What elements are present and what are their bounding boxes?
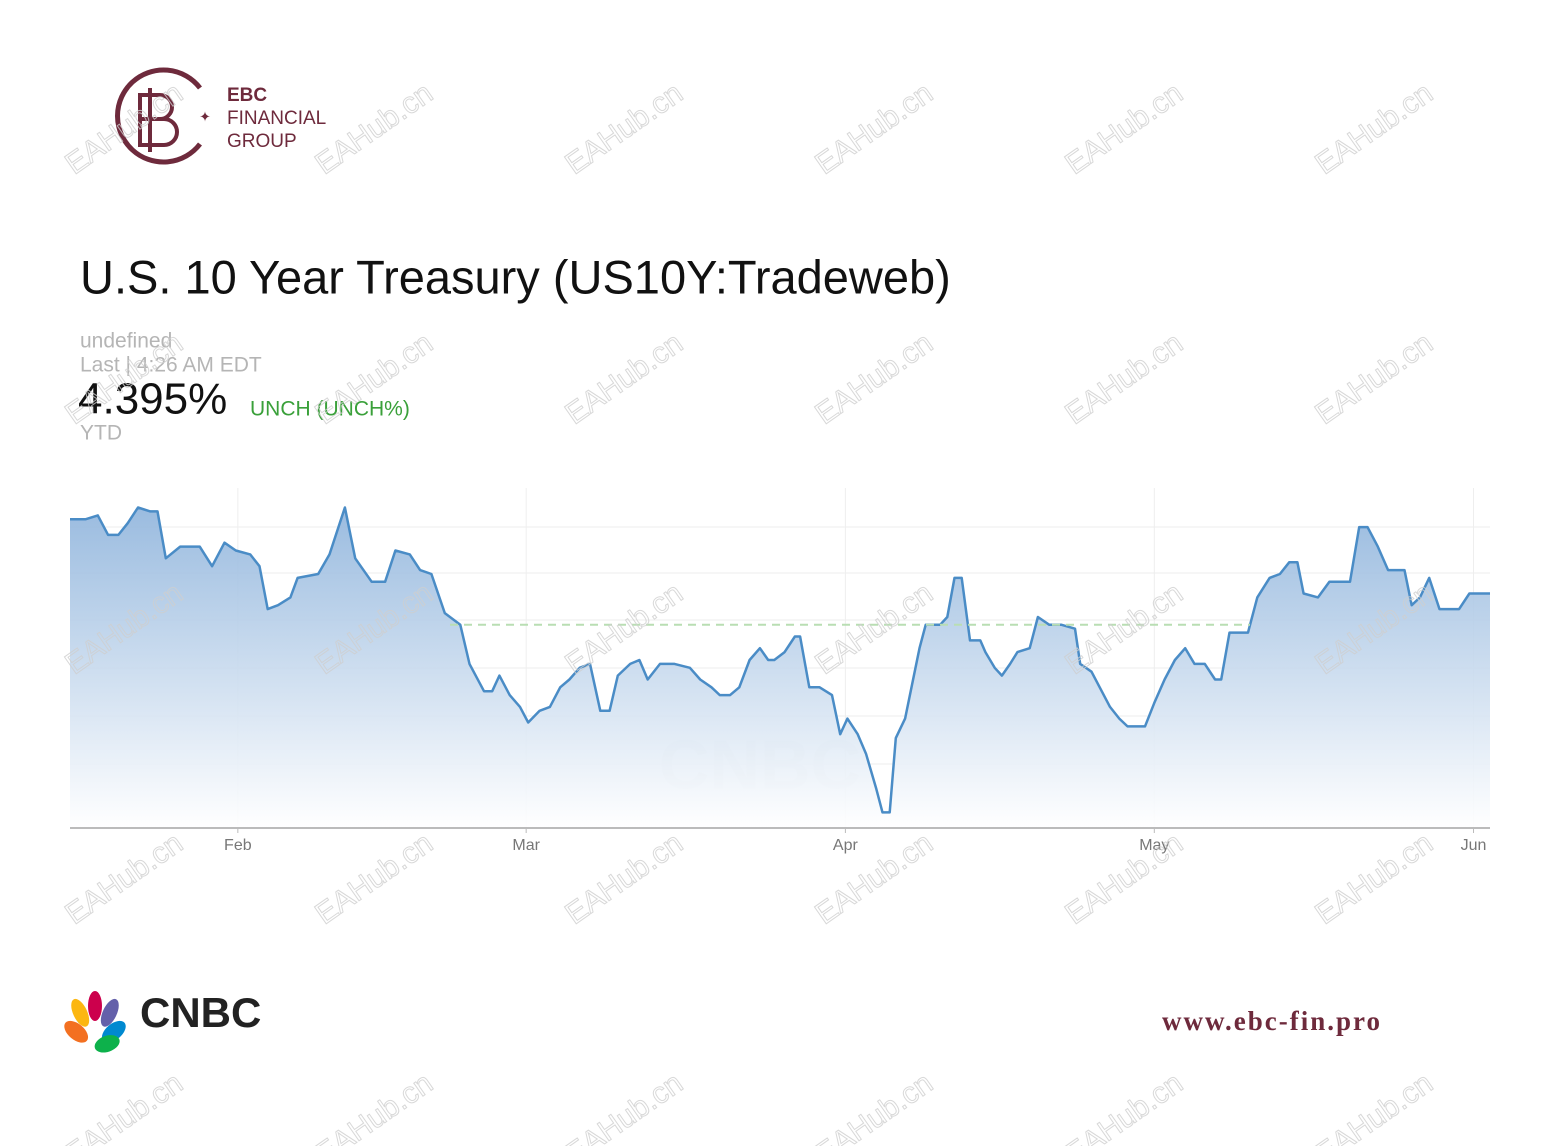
quote-range: YTD [80,422,122,445]
watermark: EAHub.cn [309,826,439,931]
watermark: EAHub.cn [59,1066,189,1146]
quote-time: Last | 4:26 AM EDT [80,354,262,377]
quote-price: 4.395% [78,375,227,424]
watermark: EAHub.cn [1059,76,1189,181]
watermark: EAHub.cn [1059,1066,1189,1146]
chart-title: U.S. 10 Year Treasury (US10Y:Tradeweb) [80,250,951,303]
watermark: EAHub.cn [809,76,939,181]
watermark: EAHub.cn [1059,826,1189,931]
x-tick-label: Mar [512,837,540,854]
quote-change: UNCH (UNCH%) [250,398,410,421]
watermark: EAHub.cn [559,1066,689,1146]
area [70,507,1490,828]
logo-star: ✦ [199,109,211,125]
watermark: EAHub.cn [809,826,939,931]
watermark: EAHub.cn [59,826,189,931]
watermark: EAHub.cn [1309,76,1439,181]
watermark: EAHub.cn [1309,1066,1439,1146]
footer-source: CNBC [140,989,261,1036]
watermark: EAHub.cn [559,826,689,931]
watermark: EAHub.cn [809,1066,939,1146]
brand-name: EBC [227,85,267,106]
brand-line: GROUP [227,131,297,152]
footer-url: www.ebc-fin.pro [1162,1006,1382,1036]
plot: Feb Mar Apr May Jun [70,488,1490,854]
quote-label: undefined [80,330,172,353]
watermark: EAHub.cn [559,326,689,431]
watermark: EAHub.cn [1059,576,1189,681]
watermark: EAHub.cn [1059,326,1189,431]
x-tick-label: Apr [833,837,859,854]
x-tick-label: May [1139,837,1169,854]
watermark: EAHub.cn [559,76,689,181]
logo [115,67,202,165]
x-tick-label: Jun [1461,837,1487,854]
watermark: EAHub.cn [1309,326,1439,431]
line [70,506,1490,814]
cnbc-peacock [64,991,126,1053]
watermark: EAHub.cn [309,76,439,181]
watermark: EAHub.cn [1309,826,1439,931]
x-tick-label: Feb [224,837,252,854]
brand-line: FINANCIAL [227,108,326,129]
watermark: EAHub.cn [809,326,939,431]
watermark: EAHub.cn [309,1066,439,1146]
